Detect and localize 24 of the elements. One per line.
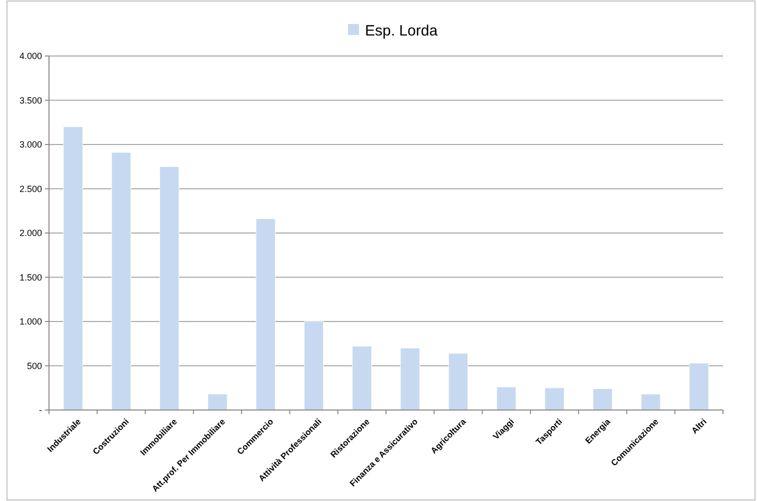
y-tick-label: 1.000 [19,316,42,327]
y-tick-label: 3.000 [19,140,42,150]
bar [400,348,420,410]
bar [592,388,613,410]
y-tick-label: - [39,405,42,416]
y-tick-label: 2.500 [19,184,42,194]
bar [159,166,180,410]
bar [689,362,709,410]
y-tick-label: 3.500 [19,95,42,106]
bar [304,321,324,410]
y-tick-label: 500 [26,360,42,371]
bar [448,353,468,410]
bar [544,388,564,410]
bar [208,394,228,410]
bar [496,386,516,410]
y-tick-label: 4.000 [19,51,42,62]
bar [111,152,132,410]
bar [352,346,372,410]
bar [63,126,83,410]
legend-label: Esp. Lorda [365,22,438,40]
y-tick-label: 1.500 [19,272,42,282]
bar [640,394,661,410]
bar [256,218,276,410]
y-tick-label: 2.000 [19,228,42,238]
